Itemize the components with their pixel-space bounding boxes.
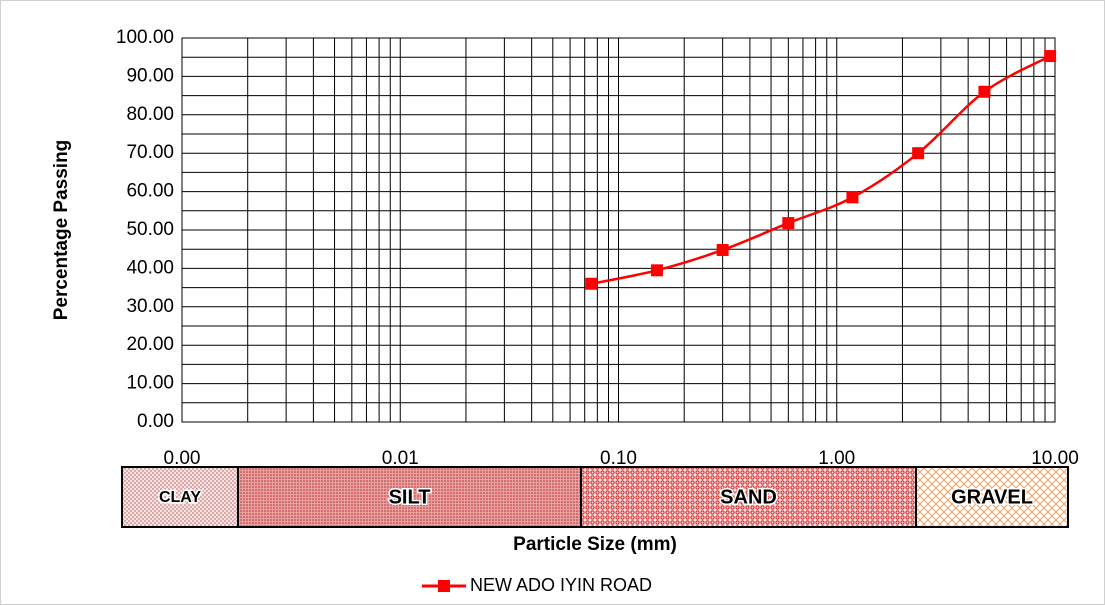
data-point [650, 264, 663, 277]
y-tick-label: 20.00 [126, 334, 174, 355]
soil-band-label: GRAVEL [951, 486, 1033, 508]
soil-band-label: CLAY [159, 489, 201, 506]
soil-band [915, 466, 1069, 528]
soil-band [121, 466, 239, 528]
y-tick-label: 60.00 [126, 181, 174, 202]
series-line [590, 54, 1051, 285]
soil-band [237, 466, 582, 528]
y-axis-title: Percentage Passing [51, 140, 72, 321]
legend-marker [438, 580, 450, 592]
y-tick-label: 80.00 [126, 104, 174, 125]
data-point [846, 191, 859, 204]
y-tick-label: 90.00 [126, 65, 174, 86]
x-tick-label: 0.10 [600, 448, 637, 469]
x-tick-label: 1.00 [818, 448, 855, 469]
data-point [978, 85, 991, 98]
y-tick-label: 10.00 [126, 373, 174, 394]
data-point [912, 147, 925, 160]
y-tick-label: 50.00 [126, 219, 174, 240]
soil-band [580, 466, 917, 528]
y-tick-label: 0.00 [137, 411, 174, 432]
data-point [716, 243, 729, 256]
x-tick-label: 0.00 [164, 448, 201, 469]
y-tick-label: 100.00 [116, 27, 174, 48]
plot-border [181, 37, 1056, 423]
soil-band-label: SAND [720, 486, 777, 508]
soil-band-label: SILT [389, 486, 431, 508]
data-point [585, 277, 598, 290]
y-tick-label: 70.00 [126, 142, 174, 163]
x-tick-label: 0.01 [382, 448, 419, 469]
y-tick-label: 30.00 [126, 296, 174, 317]
data-point [1044, 50, 1057, 63]
y-tick-label: 40.00 [126, 257, 174, 278]
legend-label: NEW ADO IYIN ROAD [470, 575, 652, 595]
x-axis-title: Particle Size (mm) [513, 534, 677, 555]
data-point [782, 217, 795, 230]
x-tick-label: 10.00 [1031, 448, 1079, 469]
